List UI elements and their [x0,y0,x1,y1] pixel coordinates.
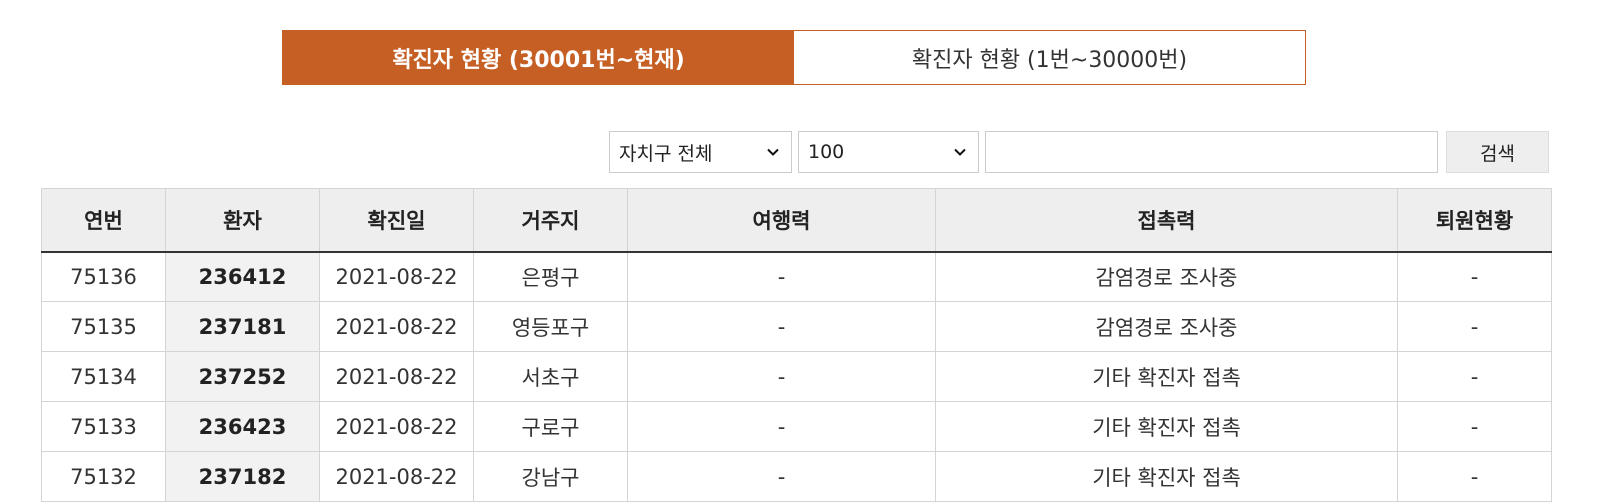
cell-discharge-status: - [1398,452,1552,502]
header-discharge-status: 퇴원현황 [1398,189,1552,252]
cell-patient: 237182 [166,452,320,502]
header-contact-history: 접촉력 [936,189,1398,252]
table-header-row: 연번 환자 확진일 거주지 여행력 접촉력 퇴원현황 [42,189,1552,252]
cell-serial: 75132 [42,452,166,502]
cell-patient: 236412 [166,252,320,302]
search-button[interactable]: 검색 [1446,131,1549,173]
cell-travel-history: - [628,352,936,402]
cell-travel-history: - [628,402,936,452]
cell-discharge-status: - [1398,352,1552,402]
tab-bar: 확진자 현황 (30001번~현재) 확진자 현황 (1번~30000번) [282,30,1306,85]
filter-bar: 자치구 전체 100 검색 [609,131,1549,173]
cell-contact-history: 기타 확진자 접촉 [936,402,1398,452]
cell-contact-history: 감염경로 조사중 [936,252,1398,302]
cell-discharge-status: - [1398,402,1552,452]
table-row: 75134 237252 2021-08-22 서초구 - 기타 확진자 접촉 … [42,352,1552,402]
cases-table: 연번 환자 확진일 거주지 여행력 접촉력 퇴원현황 75136 236412 … [41,188,1552,502]
count-select[interactable]: 100 [798,131,979,173]
header-confirmed-date: 확진일 [320,189,474,252]
header-residence: 거주지 [474,189,628,252]
count-select-value: 100 [808,141,844,163]
cell-residence: 구로구 [474,402,628,452]
table-row: 75133 236423 2021-08-22 구로구 - 기타 확진자 접촉 … [42,402,1552,452]
district-select-value: 자치구 전체 [619,139,712,166]
cell-serial: 75135 [42,302,166,352]
table-row: 75135 237181 2021-08-22 영등포구 - 감염경로 조사중 … [42,302,1552,352]
cell-patient: 237181 [166,302,320,352]
cell-contact-history: 기타 확진자 접촉 [936,452,1398,502]
cell-serial: 75136 [42,252,166,302]
chevron-down-icon [952,144,968,160]
cell-serial: 75133 [42,402,166,452]
cell-patient: 237252 [166,352,320,402]
cell-confirmed-date: 2021-08-22 [320,452,474,502]
cell-contact-history: 기타 확진자 접촉 [936,352,1398,402]
cell-travel-history: - [628,302,936,352]
tab-cases-30001-current[interactable]: 확진자 현황 (30001번~현재) [283,31,794,84]
search-input[interactable] [985,131,1438,173]
cell-travel-history: - [628,252,936,302]
cell-serial: 75134 [42,352,166,402]
cell-contact-history: 감염경로 조사중 [936,302,1398,352]
cell-confirmed-date: 2021-08-22 [320,402,474,452]
cell-patient: 236423 [166,402,320,452]
table-row: 75136 236412 2021-08-22 은평구 - 감염경로 조사중 - [42,252,1552,302]
chevron-down-icon [765,144,781,160]
cell-confirmed-date: 2021-08-22 [320,252,474,302]
cell-confirmed-date: 2021-08-22 [320,352,474,402]
cell-residence: 영등포구 [474,302,628,352]
tab-cases-1-30000[interactable]: 확진자 현황 (1번~30000번) [794,31,1305,84]
header-travel-history: 여행력 [628,189,936,252]
cases-table-wrapper: 연번 환자 확진일 거주지 여행력 접촉력 퇴원현황 75136 236412 … [41,188,1551,502]
table-row: 75132 237182 2021-08-22 강남구 - 기타 확진자 접촉 … [42,452,1552,502]
cell-discharge-status: - [1398,302,1552,352]
cell-residence: 강남구 [474,452,628,502]
cell-travel-history: - [628,452,936,502]
cell-discharge-status: - [1398,252,1552,302]
header-serial: 연번 [42,189,166,252]
district-select[interactable]: 자치구 전체 [609,131,792,173]
cell-confirmed-date: 2021-08-22 [320,302,474,352]
cell-residence: 은평구 [474,252,628,302]
header-patient: 환자 [166,189,320,252]
cell-residence: 서초구 [474,352,628,402]
